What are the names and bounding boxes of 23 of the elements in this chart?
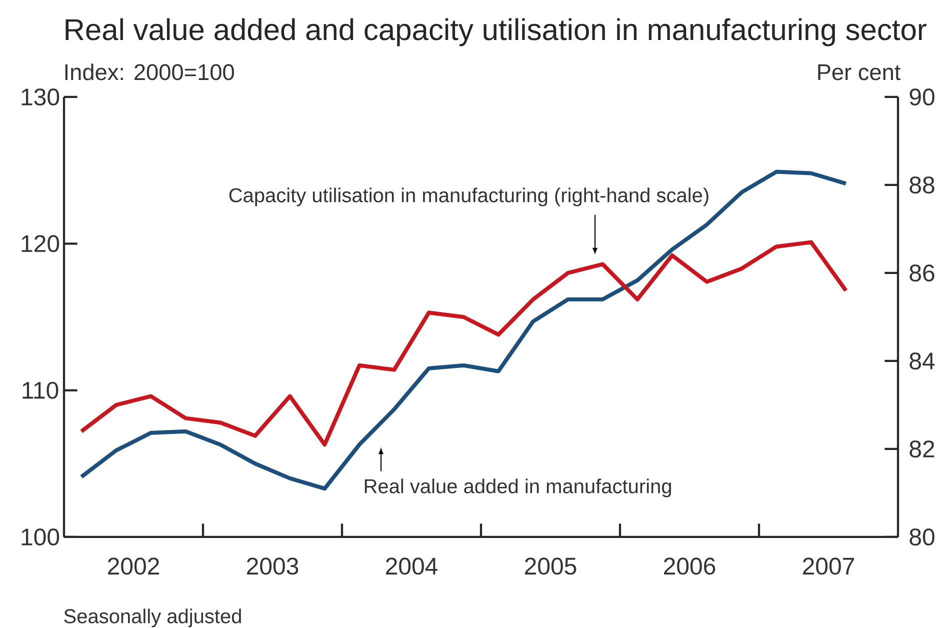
x-tick-label: 2002: [108, 558, 159, 575]
x-tick-label: 2006: [664, 558, 716, 575]
annotation: Capacity utilisation in manufacturing (right-hand scale): [229, 188, 708, 206]
text: Seasonally adjusted: [64, 608, 241, 628]
y-tick-label: 120: [22, 235, 60, 252]
y2-tick-label: 84: [910, 352, 935, 370]
chart-title: Real value added and capacity utilisation in manufacturing sector: [66, 18, 926, 46]
line-series: [79, 240, 848, 447]
x-tick-label: 2005: [525, 558, 576, 575]
y2-axis-title: Per cent: [818, 64, 901, 80]
annotation: Real value added in manufacturing: [364, 478, 671, 498]
y2-tick-label: 80: [910, 528, 934, 546]
y2-tick-label: 90: [910, 88, 934, 106]
y2-tick-label: 86: [910, 264, 934, 282]
y-tick-label: 100: [22, 528, 60, 546]
x-tick-label: 2007: [803, 558, 854, 575]
x-tick-label: 2003: [247, 558, 298, 575]
y2-tick-label: 82: [910, 440, 934, 458]
y-tick-label: 110: [22, 382, 58, 399]
x-tick-label: 2004: [386, 558, 438, 575]
y-tick-label: 130: [22, 88, 60, 106]
y-axis-title: Index: 2000=100: [65, 64, 234, 80]
y2-tick-label: 88: [910, 176, 934, 194]
